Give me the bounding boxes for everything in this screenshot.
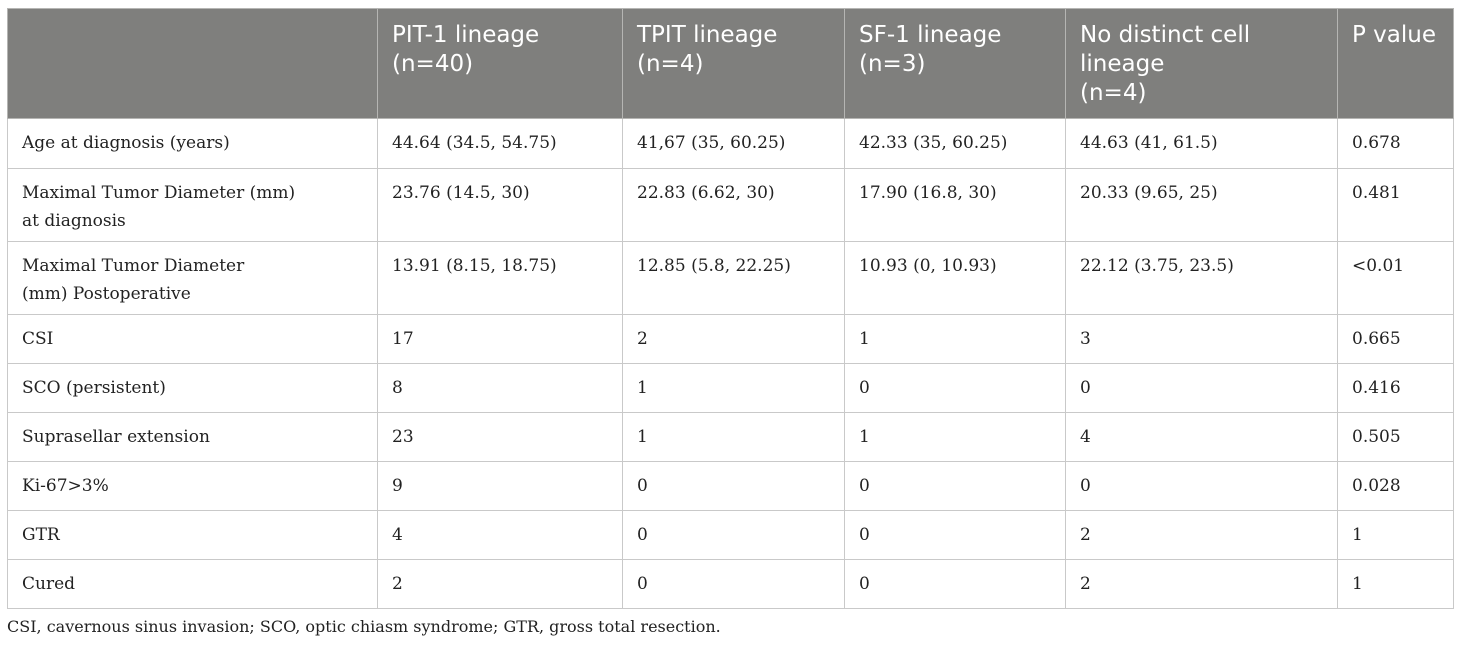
table-row: Cured 2 0 0 2 1	[7, 559, 1454, 609]
cell-tpit: 2	[622, 314, 845, 364]
header-cell-sf1: SF-1 lineage (n=3)	[844, 8, 1066, 119]
row-label-text: Age at diagnosis (years)	[22, 133, 230, 153]
cell-no-distinct: 0	[1065, 363, 1338, 413]
row-label: Suprasellar extension	[7, 412, 378, 462]
cell-sf1: 42.33 (35, 60.25)	[844, 118, 1066, 169]
cell-no-distinct: 3	[1065, 314, 1338, 364]
cell-tpit: 41,67 (35, 60.25)	[622, 118, 845, 169]
cell-no-distinct: 2	[1065, 510, 1338, 560]
cell-pit1: 13.91 (8.15, 18.75)	[377, 241, 623, 315]
row-label: GTR	[7, 510, 378, 560]
table-row: Suprasellar extension 23 1 1 4 0.505	[7, 412, 1454, 462]
row-label: CSI	[7, 314, 378, 364]
table-header-row: PIT-1 lineage (n=40) TPIT lineage (n=4) …	[7, 8, 1454, 119]
cell-tpit: 0	[622, 559, 845, 609]
header-cell-no-distinct: No distinct cell lineage (n=4)	[1065, 8, 1338, 119]
header-cell-pit1: PIT-1 lineage (n=40)	[377, 8, 623, 119]
header-text: (n=4)	[1080, 80, 1147, 106]
cell-no-distinct: 20.33 (9.65, 25)	[1065, 168, 1338, 242]
row-label: Ki-67>3%	[7, 461, 378, 511]
lineage-comparison-table: PIT-1 lineage (n=40) TPIT lineage (n=4) …	[7, 8, 1454, 609]
cell-pit1: 17	[377, 314, 623, 364]
cell-sf1: 1	[844, 314, 1066, 364]
row-label-text: at diagnosis	[22, 211, 126, 231]
cell-sf1: 1	[844, 412, 1066, 462]
header-text: PIT-1 lineage	[392, 22, 540, 48]
row-label-text: Cured	[22, 574, 76, 594]
header-cell-empty	[7, 8, 378, 119]
table-row: Maximal Tumor Diameter (mm) Postoperativ…	[7, 241, 1454, 315]
cell-tpit: 12.85 (5.8, 22.25)	[622, 241, 845, 315]
row-label-text: Maximal Tumor Diameter (mm)	[22, 183, 296, 203]
header-text: No distinct cell	[1080, 22, 1251, 48]
cell-p-value: 0.416	[1337, 363, 1454, 413]
cell-sf1: 0	[844, 363, 1066, 413]
row-label-text: Maximal Tumor Diameter	[22, 256, 245, 276]
row-label-text: Suprasellar extension	[22, 427, 210, 447]
table-row: Ki-67>3% 9 0 0 0 0.028	[7, 461, 1454, 511]
row-label-text: (mm) Postoperative	[22, 284, 191, 304]
cell-no-distinct: 4	[1065, 412, 1338, 462]
cell-sf1: 17.90 (16.8, 30)	[844, 168, 1066, 242]
cell-p-value: 1	[1337, 510, 1454, 560]
table-row: Maximal Tumor Diameter (mm) at diagnosis…	[7, 168, 1454, 242]
cell-p-value: 0.505	[1337, 412, 1454, 462]
table-footnote: CSI, cavernous sinus invasion; SCO, opti…	[7, 617, 721, 636]
row-label: Maximal Tumor Diameter (mm) Postoperativ…	[7, 241, 378, 315]
cell-pit1: 44.64 (34.5, 54.75)	[377, 118, 623, 169]
cell-p-value: 0.481	[1337, 168, 1454, 242]
cell-tpit: 0	[622, 461, 845, 511]
cell-pit1: 23	[377, 412, 623, 462]
cell-p-value: 0.665	[1337, 314, 1454, 364]
table-row: Age at diagnosis (years) 44.64 (34.5, 54…	[7, 118, 1454, 169]
cell-tpit: 0	[622, 510, 845, 560]
header-cell-p-value: P value	[1337, 8, 1454, 119]
cell-pit1: 8	[377, 363, 623, 413]
cell-no-distinct: 0	[1065, 461, 1338, 511]
row-label: Age at diagnosis (years)	[7, 118, 378, 169]
table-row: SCO (persistent) 8 1 0 0 0.416	[7, 363, 1454, 413]
cell-no-distinct: 44.63 (41, 61.5)	[1065, 118, 1338, 169]
header-text: TPIT lineage	[637, 22, 778, 48]
header-text: lineage	[1080, 51, 1165, 77]
row-label-text: CSI	[22, 329, 54, 349]
cell-sf1: 0	[844, 559, 1066, 609]
header-text: (n=4)	[637, 51, 704, 77]
cell-sf1: 0	[844, 461, 1066, 511]
row-label-text: SCO (persistent)	[22, 378, 166, 398]
header-text: SF-1 lineage	[859, 22, 1002, 48]
header-text: P value	[1352, 22, 1437, 48]
row-label: Maximal Tumor Diameter (mm) at diagnosis	[7, 168, 378, 242]
header-cell-tpit: TPIT lineage (n=4)	[622, 8, 845, 119]
table-row: CSI 17 2 1 3 0.665	[7, 314, 1454, 364]
cell-pit1: 9	[377, 461, 623, 511]
cell-p-value: <0.01	[1337, 241, 1454, 315]
cell-tpit: 22.83 (6.62, 30)	[622, 168, 845, 242]
row-label-text: GTR	[22, 525, 60, 545]
cell-no-distinct: 2	[1065, 559, 1338, 609]
row-label: Cured	[7, 559, 378, 609]
cell-p-value: 0.028	[1337, 461, 1454, 511]
cell-pit1: 2	[377, 559, 623, 609]
cell-p-value: 0.678	[1337, 118, 1454, 169]
header-text: (n=3)	[859, 51, 926, 77]
cell-pit1: 23.76 (14.5, 30)	[377, 168, 623, 242]
cell-p-value: 1	[1337, 559, 1454, 609]
row-label: SCO (persistent)	[7, 363, 378, 413]
cell-tpit: 1	[622, 412, 845, 462]
cell-sf1: 0	[844, 510, 1066, 560]
header-text: (n=40)	[392, 51, 474, 77]
cell-sf1: 10.93 (0, 10.93)	[844, 241, 1066, 315]
cell-no-distinct: 22.12 (3.75, 23.5)	[1065, 241, 1338, 315]
data-table-container: PIT-1 lineage (n=40) TPIT lineage (n=4) …	[7, 8, 1454, 609]
row-label-text: Ki-67>3%	[22, 476, 109, 496]
table-row: GTR 4 0 0 2 1	[7, 510, 1454, 560]
cell-pit1: 4	[377, 510, 623, 560]
cell-tpit: 1	[622, 363, 845, 413]
